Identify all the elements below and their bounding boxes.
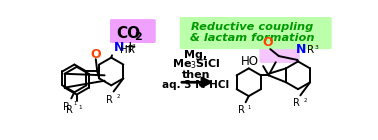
Text: $^3$: $^3$	[132, 43, 137, 52]
Text: O: O	[262, 37, 273, 49]
Text: & lactam formation: & lactam formation	[191, 33, 315, 43]
Text: Me$_3$SiCl: Me$_3$SiCl	[172, 58, 220, 71]
Text: then: then	[182, 70, 210, 80]
Text: HO: HO	[241, 55, 259, 68]
Text: R: R	[237, 105, 245, 115]
Text: $^3$: $^3$	[314, 45, 320, 54]
FancyBboxPatch shape	[259, 28, 300, 63]
Text: $^1$: $^1$	[247, 105, 252, 114]
Text: R: R	[66, 105, 73, 115]
Text: Reductive coupling: Reductive coupling	[192, 22, 314, 32]
Text: O: O	[90, 48, 101, 61]
Text: $^1$: $^1$	[78, 105, 84, 114]
Text: R: R	[106, 95, 113, 105]
Text: R: R	[63, 102, 70, 111]
Text: R: R	[307, 45, 314, 55]
Text: $^2$: $^2$	[303, 98, 308, 107]
Text: $^1$: $^1$	[73, 101, 78, 110]
FancyBboxPatch shape	[180, 17, 332, 49]
Text: CO: CO	[116, 26, 141, 41]
FancyBboxPatch shape	[110, 19, 156, 43]
Text: +: +	[124, 40, 136, 55]
Text: Mg,: Mg,	[184, 50, 208, 60]
Text: HR: HR	[120, 45, 135, 55]
Text: aq. 3 M HCl: aq. 3 M HCl	[163, 80, 229, 90]
Text: $^2$: $^2$	[116, 94, 121, 103]
Text: N: N	[296, 43, 306, 56]
Text: 2: 2	[134, 32, 142, 42]
Text: R: R	[293, 98, 300, 108]
Text: N: N	[113, 41, 124, 54]
